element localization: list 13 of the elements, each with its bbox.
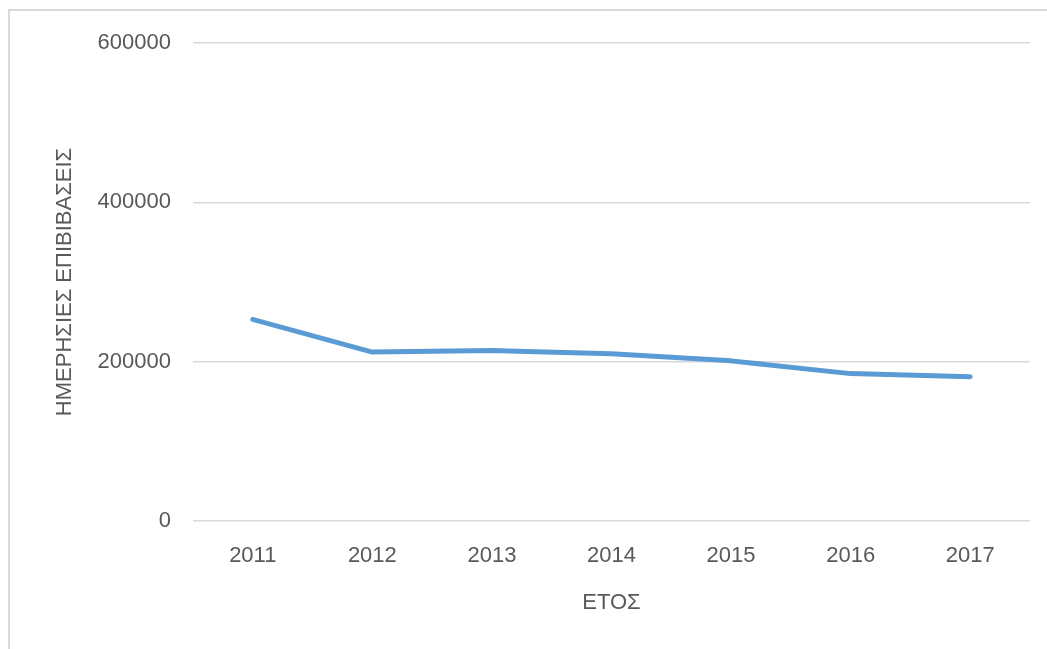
- y-tick-label: 600000: [97, 29, 171, 55]
- y-tick-label: 200000: [97, 347, 171, 373]
- y-axis-title: ΗΜΕΡΗΣΙΕΣ ΕΠΙΒΙΒΑΣΕΙΣ: [51, 147, 77, 417]
- x-tick-label: 2016: [826, 542, 876, 568]
- y-tick-label: 400000: [97, 188, 171, 214]
- x-axis-title: ΕΤΟΣ: [582, 588, 641, 614]
- x-tick-label: 2017: [945, 542, 995, 568]
- x-tick-label: 2012: [347, 542, 397, 568]
- x-tick-label: 2013: [467, 542, 517, 568]
- x-tick-label: 2015: [706, 542, 756, 568]
- x-tick-label: 2014: [587, 542, 636, 568]
- y-tick-label: 0: [158, 507, 171, 533]
- x-tick-label: 2011: [229, 542, 277, 568]
